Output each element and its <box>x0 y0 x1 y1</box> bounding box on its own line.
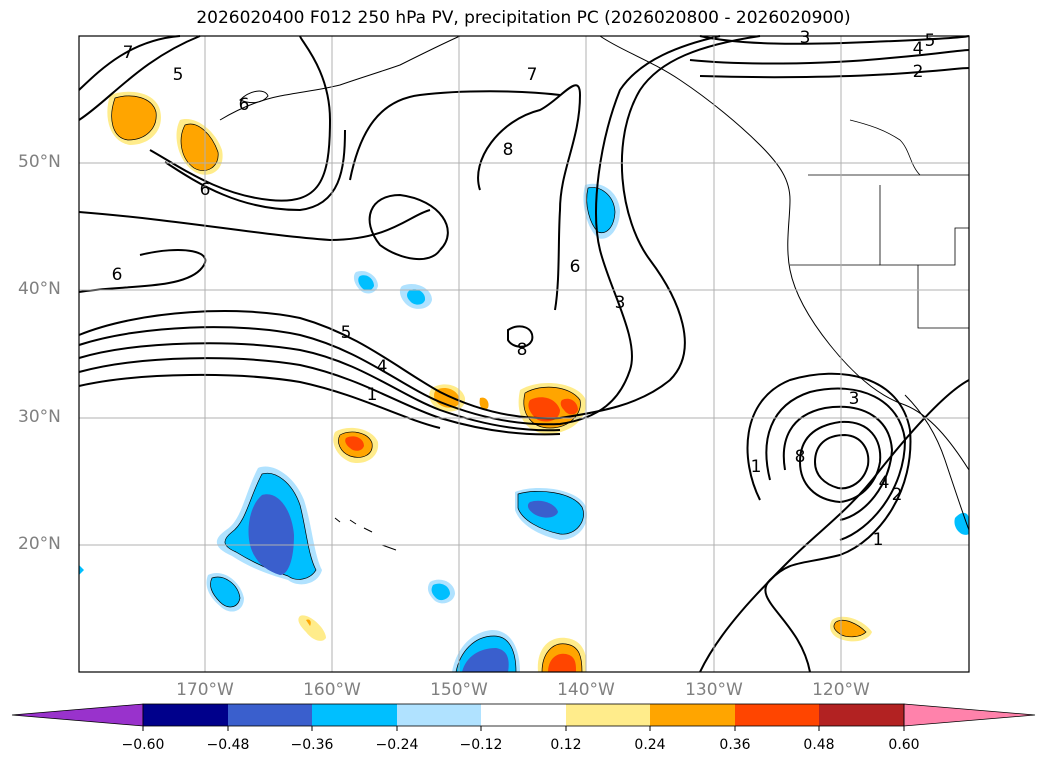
contour-label: 6 <box>239 95 250 115</box>
contour-label: 6 <box>112 265 123 285</box>
colorbar <box>11 703 1036 731</box>
lon-label-130w: 130°W <box>685 680 743 700</box>
contour-label: 4 <box>913 39 924 59</box>
pv-contours <box>78 35 970 673</box>
colorbar-segment <box>735 704 819 726</box>
colorbar-segment <box>566 704 650 726</box>
lat-label-40n: 40°N <box>18 279 61 299</box>
colorbar-tick: −0.24 <box>375 737 419 753</box>
colorbar-segment <box>481 704 566 726</box>
colorbar-tick: −0.60 <box>121 737 165 753</box>
contour-label: 5 <box>925 31 936 51</box>
colorbar-segment <box>650 704 735 726</box>
lon-label-120w: 120°W <box>812 680 870 700</box>
contour-label: 7 <box>527 65 538 85</box>
contour-label: 6 <box>570 257 581 277</box>
map-title: 2026020400 F012 250 hPa PV, precipitatio… <box>196 8 851 28</box>
contour-label: 5 <box>173 65 184 85</box>
colorbar-tick: 0.12 <box>550 737 582 753</box>
precip-shading <box>79 91 969 673</box>
coastlines <box>219 35 970 551</box>
contour-label: 3 <box>800 28 811 48</box>
colorbar-segment <box>819 704 904 726</box>
colorbar-extend-left <box>11 703 144 727</box>
colorbar-tick: −0.36 <box>290 737 334 753</box>
contour-label-group: 7 5 6 4 2 5 3 7 8 6 6 6 3 8 5 4 1 3 8 1 … <box>112 28 936 550</box>
contour-label: 2 <box>913 62 924 82</box>
contour-label: 4 <box>377 357 388 377</box>
colorbar-segment <box>312 704 397 726</box>
lon-label-150w: 150°W <box>430 680 488 700</box>
colorbar-tick: 0.36 <box>719 737 751 753</box>
contour-label: 1 <box>367 385 378 405</box>
colorbar-tick: 0.24 <box>634 737 666 753</box>
contour-label: 8 <box>795 447 806 467</box>
colorbar-tick: −0.12 <box>459 737 503 753</box>
lon-label-140w: 140°W <box>557 680 615 700</box>
gridlines <box>79 36 969 672</box>
colorbar-segment <box>228 704 312 726</box>
contour-label: 5 <box>341 323 352 343</box>
colorbar-segment <box>143 704 228 726</box>
colorbar-segment <box>397 704 481 726</box>
contour-label: 1 <box>873 530 884 550</box>
colorbar-tick: 0.48 <box>803 737 835 753</box>
lon-label-160w: 160°W <box>303 680 361 700</box>
contour-label: 2 <box>892 485 903 505</box>
contour-label: 4 <box>879 473 890 493</box>
border-lines <box>790 119 969 329</box>
contour-label: 3 <box>849 389 860 409</box>
contour-label: 6 <box>200 180 211 200</box>
lon-label-170w: 170°W <box>176 680 234 700</box>
lat-label-20n: 20°N <box>18 534 61 554</box>
colorbar-extend-right <box>903 703 1036 727</box>
contour-label: 8 <box>503 140 514 160</box>
colorbar-tick: −0.48 <box>206 737 250 753</box>
contour-label: 7 <box>123 43 134 63</box>
colorbar-tick: 0.60 <box>888 737 920 753</box>
lat-label-50n: 50°N <box>18 152 61 172</box>
contour-label: 1 <box>751 457 762 477</box>
lat-label-30n: 30°N <box>18 407 61 427</box>
contour-label: 8 <box>517 340 528 360</box>
contour-label: 3 <box>615 293 626 313</box>
